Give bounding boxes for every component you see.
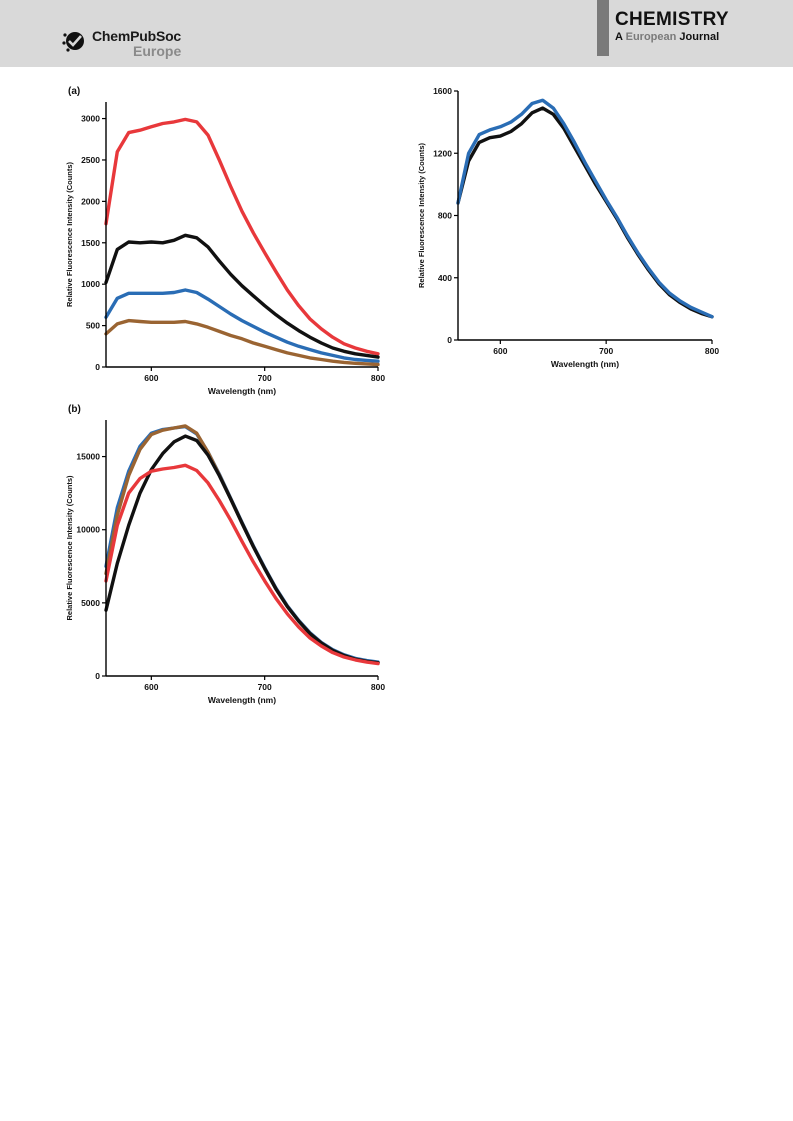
chart-panel-b: (b) 600 700 800 0 5000 10000 15000 Wavelength (n… <box>65 404 385 705</box>
chart-b-y-tick-label-5000: 5000 <box>81 598 100 608</box>
journal-accent-bar <box>597 0 609 56</box>
chart-inset-x-tick-label-600: 600 <box>493 346 507 356</box>
chart-a-y-tick-label-2000: 2000 <box>81 196 100 206</box>
publisher-region: Europe <box>133 43 182 59</box>
chempubsoc-logo-icon <box>62 32 84 52</box>
chart-b-y-tick-label-0: 0 <box>95 671 100 681</box>
chart-a-panel-label: (a) <box>68 86 80 97</box>
chart-a-x-axis-label: Wavelength (nm) <box>208 386 276 396</box>
journal-subtitle-european: European <box>625 31 677 43</box>
journal-title: CHEMISTRY <box>615 9 729 30</box>
chart-b-series-line-3 <box>104 463 380 666</box>
chart-b-x-tick-label-700: 700 <box>258 682 272 692</box>
journal-subtitle-a: A <box>615 31 623 43</box>
chart-a-x-tick-label-800: 800 <box>371 373 385 383</box>
chart-inset-y-tick-label-1200: 1200 <box>433 148 452 158</box>
chart-a-y-tick-label-2500: 2500 <box>81 155 100 165</box>
chart-panel-a: (a) 600 700 800 0 500 1000 1500 2000 2500 3000 Wave… <box>65 86 385 396</box>
chart-b-x-axis-label: Wavelength (nm) <box>208 695 276 705</box>
chart-b-x-tick-label-600: 600 <box>144 682 158 692</box>
chart-inset-y-tick-label-0: 0 <box>447 335 452 345</box>
chart-a-y-tick-label-500: 500 <box>86 321 100 331</box>
chart-inset-x-tick-label-700: 700 <box>599 346 613 356</box>
chart-b-x-tick-label-800: 800 <box>371 682 385 692</box>
chart-a-series-line-3 <box>104 318 380 367</box>
publisher-name: ChemPubSoc <box>92 28 182 44</box>
chart-inset-y-axis-label: Relative Fluorescence Intensity (Counts) <box>417 142 426 288</box>
chart-b-panel-label: (b) <box>68 404 81 415</box>
chart-b-y-axis-label: Relative Fluorescence Intensity (Counts) <box>65 475 74 621</box>
chart-inset-x-axis-label: Wavelength (nm) <box>551 359 619 369</box>
chart-a-series-line-1 <box>104 233 380 359</box>
chart-b-y-tick-label-10000: 10000 <box>76 525 100 535</box>
chart-a-x-tick-label-600: 600 <box>144 373 158 383</box>
chart-panel-inset: 600 700 800 0 400 800 1200 1600 Wavelength (nm) R… <box>417 86 719 369</box>
chart-a-y-tick-label-3000: 3000 <box>81 114 100 124</box>
chart-a-series-line-2 <box>104 288 380 363</box>
chart-a-y-tick-label-0: 0 <box>95 362 100 372</box>
chart-a-y-axis-label: Relative Fluorescence Intensity (Counts) <box>65 161 74 307</box>
chart-inset-x-tick-label-800: 800 <box>705 346 719 356</box>
chart-inset-series-line-0 <box>456 106 714 319</box>
chart-b-y-tick-label-15000: 15000 <box>76 452 100 462</box>
chart-inset-y-tick-label-1600: 1600 <box>433 86 452 96</box>
page-header: ChemPubSoc Europe CHEMISTRY A European J… <box>0 0 793 67</box>
journal-subtitle-journal: Journal <box>679 31 720 43</box>
chart-inset-y-tick-label-400: 400 <box>438 273 452 283</box>
journal-subtitle: A European Journal <box>615 31 719 44</box>
chart-inset-y-tick-label-800: 800 <box>438 211 452 221</box>
chart-a-series-line-0 <box>104 117 380 356</box>
chart-inset-series-line-1 <box>456 98 714 319</box>
chart-b-series-line-2 <box>104 434 380 665</box>
chart-a-x-tick-label-700: 700 <box>258 373 272 383</box>
chart-a-y-tick-label-1500: 1500 <box>81 238 100 248</box>
chart-a-y-tick-label-1000: 1000 <box>81 279 100 289</box>
